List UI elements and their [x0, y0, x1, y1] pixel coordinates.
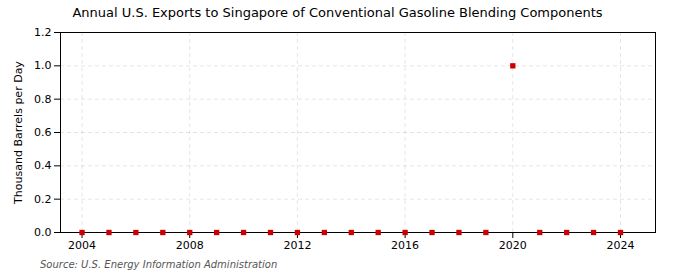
svg-text:0.0: 0.0 [34, 226, 52, 239]
html-text:Source: U.S. Energy Informatio: Source: U.S. Energy Information Administ… [40, 259, 278, 270]
svg-text:2024: 2024 [607, 239, 635, 252]
svg-text:0.6: 0.6 [34, 126, 52, 139]
svg-text:2012: 2012 [283, 239, 311, 252]
svg-text:2020: 2020 [499, 239, 527, 252]
svg-text:2004: 2004 [68, 239, 96, 252]
svg-text:0.4: 0.4 [34, 159, 52, 172]
html-text:Annual U.S. Exports to Singapo: Annual U.S. Exports to Singapore of Conv… [72, 5, 603, 20]
svg-text:0.8: 0.8 [34, 93, 52, 106]
svg-text:1.2: 1.2 [34, 26, 52, 39]
svg-text:Thousand Barrels per Day: Thousand Barrels per Day [12, 61, 25, 205]
svg-text:0.2: 0.2 [34, 193, 52, 206]
svg-text:2008: 2008 [176, 239, 204, 252]
svg-text:2016: 2016 [391, 239, 419, 252]
svg-text:1.0: 1.0 [34, 59, 52, 72]
